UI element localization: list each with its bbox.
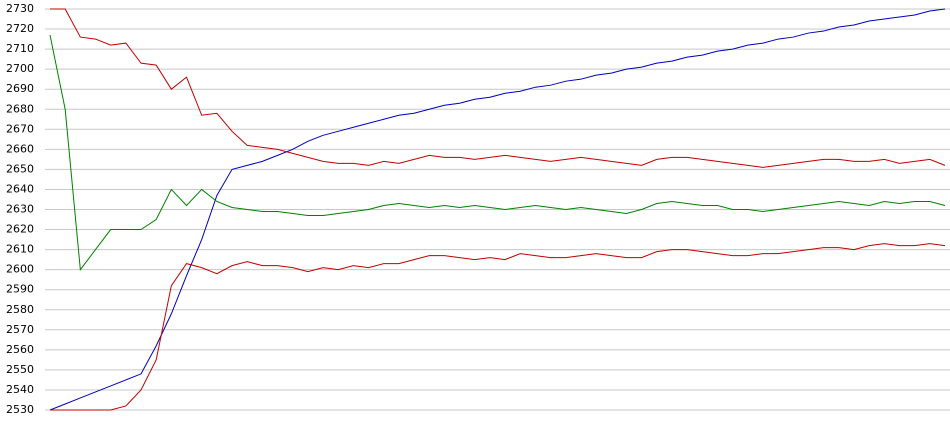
y-tick-label: 2630 xyxy=(6,203,34,216)
y-tick-label: 2670 xyxy=(6,122,34,135)
y-tick-label: 2600 xyxy=(6,263,34,276)
line-series xyxy=(49,34,946,271)
y-tick-label: 2590 xyxy=(6,283,34,296)
y-tick-label: 2540 xyxy=(6,383,34,396)
y-tick-label: 2680 xyxy=(6,102,34,115)
y-tick-label: 2730 xyxy=(6,2,34,15)
y-tick-label: 2710 xyxy=(6,42,34,55)
y-tick-label: 2700 xyxy=(6,62,34,75)
y-tick-label: 2570 xyxy=(6,323,34,336)
y-tick-label: 2720 xyxy=(6,22,34,35)
y-tick-label: 2610 xyxy=(6,243,34,256)
y-tick-label: 2650 xyxy=(6,162,34,175)
line-series xyxy=(50,8,946,168)
y-tick-label: 2560 xyxy=(6,343,34,356)
y-tick-label: 2530 xyxy=(6,403,34,416)
y-tick-label: 2620 xyxy=(6,223,34,236)
y-tick-label: 2550 xyxy=(6,363,34,376)
y-tick-label: 2640 xyxy=(6,182,34,195)
y-tick-label: 2660 xyxy=(6,142,34,155)
line-series xyxy=(49,8,946,411)
y-tick-label: 2690 xyxy=(6,82,34,95)
line-series xyxy=(50,243,946,411)
y-tick-label: 2580 xyxy=(6,303,34,316)
